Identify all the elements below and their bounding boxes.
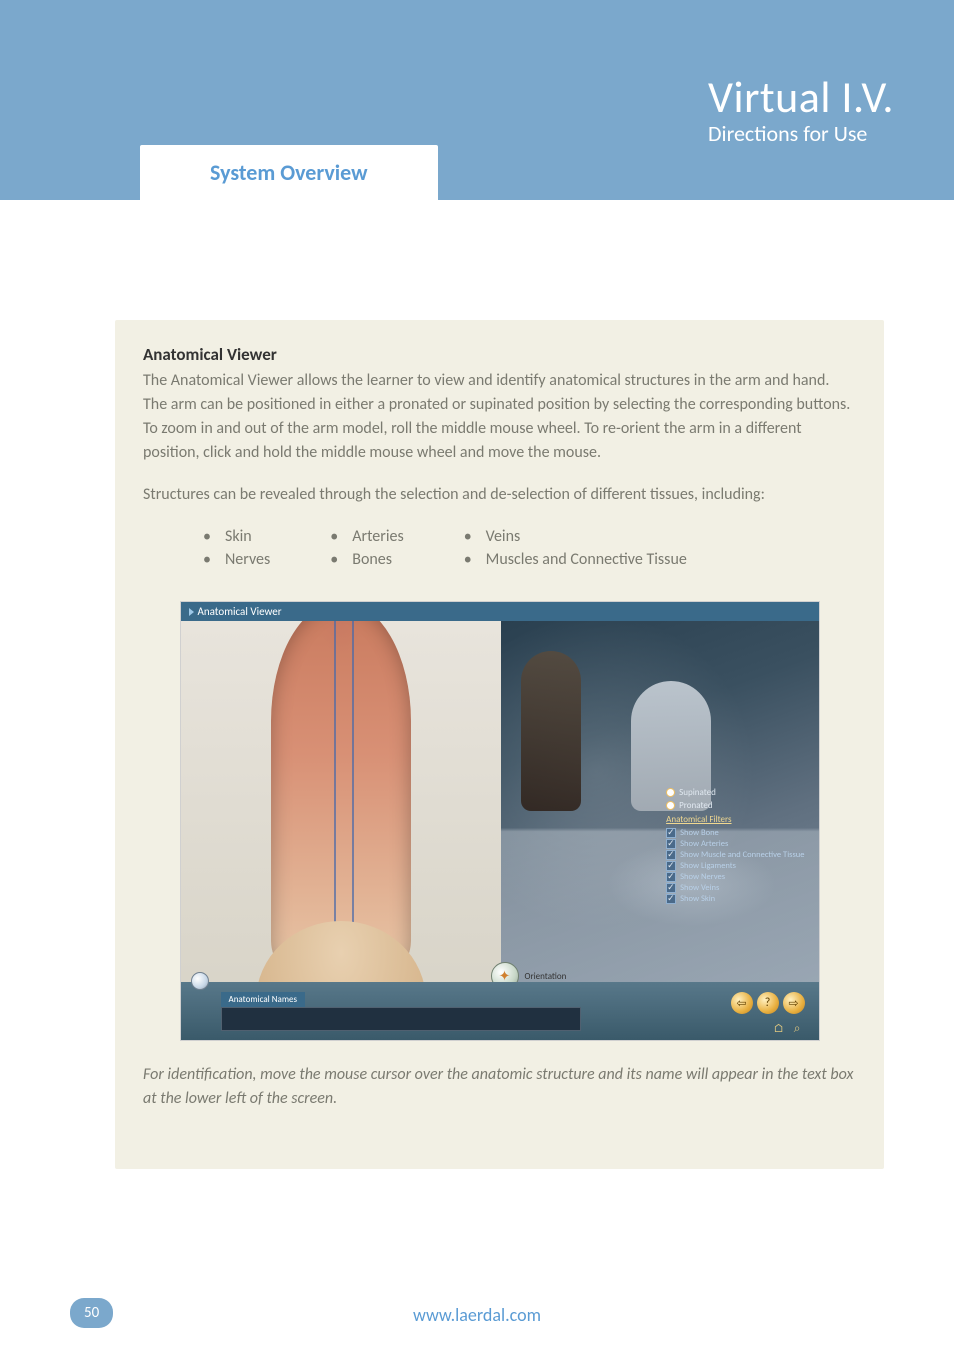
- filter-checkbox-row[interactable]: Show Nerves: [666, 872, 804, 882]
- home-icon[interactable]: ⌂: [773, 1022, 784, 1036]
- filter-label: Show Ligaments: [680, 861, 736, 871]
- filter-label: Show Nerves: [680, 872, 725, 882]
- arm-model-pane[interactable]: [181, 621, 501, 997]
- nav-back-button[interactable]: ⇦: [731, 992, 753, 1014]
- checkbox-icon: [666, 883, 676, 893]
- tissue-item: Skin: [203, 525, 270, 548]
- scene-person: [521, 651, 581, 811]
- section-paragraph-1: The Anatomical Viewer allows the learner…: [143, 369, 856, 465]
- checkbox-icon: [666, 828, 676, 838]
- tissue-col-2: Arteries Bones: [330, 525, 403, 571]
- footer-small-icons: ⌂ ⌕: [773, 1022, 800, 1036]
- radio-label: Pronated: [679, 800, 712, 811]
- section-tab: System Overview: [140, 145, 438, 200]
- tissue-columns: Skin Nerves Arteries Bones Veins Muscles…: [203, 525, 856, 571]
- info-panel: Anatomical Viewer The Anatomical Viewer …: [115, 320, 884, 1169]
- filter-checkbox-row[interactable]: Show Skin: [666, 894, 804, 904]
- radio-label: Supinated: [679, 787, 716, 798]
- tissue-col-3: Veins Muscles and Connective Tissue: [464, 525, 687, 571]
- viewer-controls-panel: Supinated Pronated Anatomical Filters Sh…: [666, 787, 804, 905]
- filter-checkbox-row[interactable]: Show Ligaments: [666, 861, 804, 871]
- product-title: Virtual I.V.: [708, 70, 894, 124]
- header-band: Virtual I.V. Directions for Use System O…: [0, 0, 954, 200]
- checkbox-icon: [666, 872, 676, 882]
- nav-forward-button[interactable]: ⇨: [783, 992, 805, 1014]
- context-scene-pane: Supinated Pronated Anatomical Filters Sh…: [501, 621, 819, 997]
- filters-heading: Anatomical Filters: [666, 814, 804, 825]
- filter-checkbox-row[interactable]: Show Bone: [666, 828, 804, 838]
- tissue-item: Arteries: [330, 525, 403, 548]
- filter-checkbox-row[interactable]: Show Veins: [666, 883, 804, 893]
- section-paragraph-2: Structures can be revealed through the s…: [143, 483, 856, 507]
- info-dot-icon[interactable]: [191, 972, 209, 990]
- header-titles: Virtual I.V. Directions for Use: [708, 70, 894, 147]
- checkbox-icon: [666, 894, 676, 904]
- filter-label: Show Veins: [680, 883, 719, 893]
- anatomical-names-field: [221, 1007, 581, 1031]
- anatomical-names-box: Anatomical Names: [221, 988, 581, 1031]
- tissue-item: Bones: [330, 548, 403, 571]
- viewer-window-title: Anatomical Viewer: [198, 605, 282, 618]
- checkbox-icon: [666, 861, 676, 871]
- filter-label: Show Muscle and Connective Tissue: [680, 850, 804, 860]
- viewer-bottom-bar: Anatomical Names ⇦ ? ⇨ ⌂ ⌕: [181, 982, 819, 1040]
- footer-url: www.laerdal.com: [413, 1304, 541, 1326]
- tissue-col-1: Skin Nerves: [203, 525, 270, 571]
- nav-buttons: ⇦ ? ⇨: [731, 992, 805, 1014]
- orientation-label: Orientation: [525, 971, 567, 982]
- nav-help-button[interactable]: ?: [757, 992, 779, 1014]
- titlebar-arrow-icon: [189, 608, 194, 616]
- anatomical-viewer-screenshot: Anatomical Viewer: [180, 601, 820, 1041]
- content-area: Anatomical Viewer The Anatomical Viewer …: [0, 200, 954, 1280]
- checkbox-icon: [666, 839, 676, 849]
- viewer-body: Supinated Pronated Anatomical Filters Sh…: [181, 621, 819, 997]
- anatomical-names-label: Anatomical Names: [221, 992, 306, 1007]
- viewer-window-titlebar: Anatomical Viewer: [181, 602, 819, 621]
- tissue-item: Veins: [464, 525, 687, 548]
- filter-checkbox-row[interactable]: Show Arteries: [666, 839, 804, 849]
- page-footer: 50 www.laerdal.com: [0, 1280, 954, 1350]
- checkbox-icon: [666, 850, 676, 860]
- pronated-radio[interactable]: Pronated: [666, 800, 804, 811]
- filter-checkbox-row[interactable]: Show Muscle and Connective Tissue: [666, 850, 804, 860]
- radio-icon: [666, 801, 675, 810]
- figure-caption: For identification, move the mouse curso…: [143, 1063, 856, 1111]
- supinated-radio[interactable]: Supinated: [666, 787, 804, 798]
- section-heading: Anatomical Viewer: [143, 344, 856, 365]
- tissue-item: Muscles and Connective Tissue: [464, 548, 687, 571]
- search-icon[interactable]: ⌕: [794, 1022, 801, 1036]
- page-number-pill: 50: [70, 1298, 113, 1328]
- filter-label: Show Arteries: [680, 839, 728, 849]
- filter-label: Show Bone: [680, 828, 719, 838]
- filter-label: Show Skin: [680, 894, 715, 904]
- tissue-item: Nerves: [203, 548, 270, 571]
- radio-icon: [666, 788, 675, 797]
- product-subtitle: Directions for Use: [708, 120, 894, 147]
